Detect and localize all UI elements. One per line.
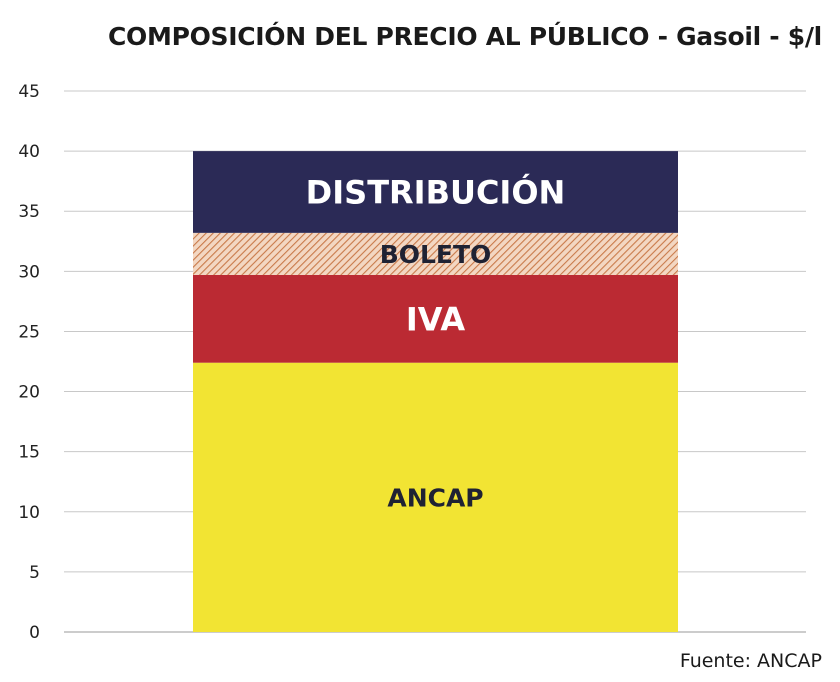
- y-tick-label: 0: [29, 623, 40, 643]
- chart-title: COMPOSICIÓN DEL PRECIO AL PÚBLICO - Gaso…: [108, 22, 822, 51]
- y-tick-label: 35: [18, 202, 40, 222]
- bar-segment-ancap: [193, 362, 678, 632]
- y-tick-label: 30: [18, 262, 40, 282]
- segment-label-distribucin: DISTRIBUCIÓN: [306, 173, 566, 212]
- y-tick-label: 15: [18, 443, 40, 463]
- y-axis: 0 5 10 15 20 25 30 35 40 45: [18, 82, 40, 643]
- source-note: Fuente: ANCAP: [679, 650, 822, 672]
- bar-stack: [193, 151, 678, 632]
- bar-segment-iva: [193, 274, 678, 363]
- bar-segment-distribucin: [193, 151, 678, 233]
- y-tick-label: 40: [18, 142, 40, 162]
- segment-label-boleto: BOLETO: [380, 240, 492, 269]
- y-tick-label: 45: [18, 82, 40, 102]
- segment-labels: ANCAP IVA BOLETO DISTRIBUCIÓN: [306, 173, 566, 513]
- y-tick-label: 5: [29, 563, 40, 583]
- bar-segment-boleto: [193, 232, 678, 275]
- y-tick-label: 10: [18, 503, 40, 523]
- y-tick-label: 20: [18, 383, 40, 403]
- segment-label-ancap: ANCAP: [387, 483, 483, 512]
- y-tick-label: 25: [18, 322, 40, 342]
- segment-label-iva: IVA: [406, 300, 466, 338]
